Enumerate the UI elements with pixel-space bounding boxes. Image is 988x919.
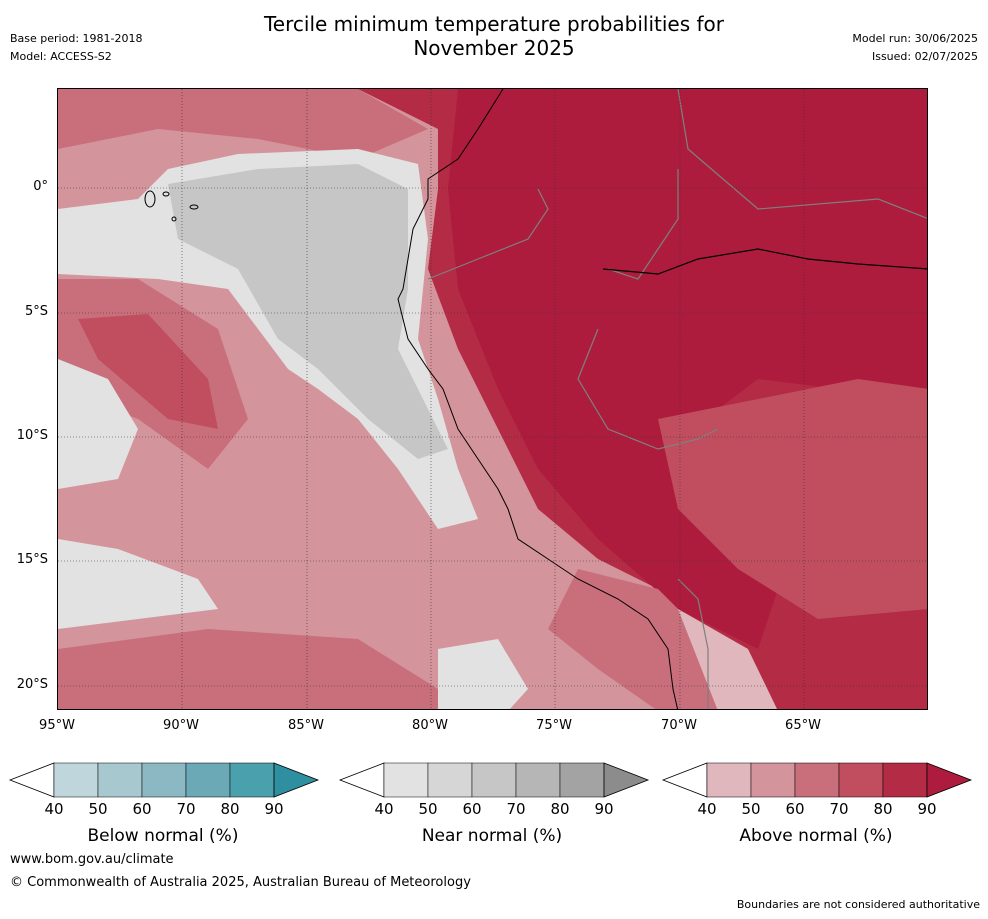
colorbar-tick-label: 90	[594, 800, 614, 818]
colorbar-tick-label: 70	[829, 800, 849, 818]
colorbar-segment	[706, 762, 752, 798]
coastline	[397, 89, 679, 709]
lon-tick-75w: 75°W	[536, 718, 572, 733]
map-svg	[58, 89, 927, 709]
colorbar-segment	[794, 762, 840, 798]
map-panel[interactable]	[57, 88, 928, 710]
footer-copyright: © Commonwealth of Australia 2025, Austra…	[10, 875, 471, 890]
lat-tick-10s: 10°S	[16, 428, 48, 443]
colorbar-tick-label: 40	[697, 800, 717, 818]
graticule	[58, 89, 927, 709]
land-above-90	[448, 89, 927, 649]
colorbar-low-extend	[661, 762, 708, 798]
colorbar-high-extend	[926, 762, 973, 798]
title-line-1: Tercile minimum temperature probabilitie…	[263, 12, 725, 36]
colorbar-above-normal	[661, 762, 973, 798]
galapagos-islands	[144, 190, 199, 222]
colorbar-high-extend	[603, 762, 650, 798]
meta-left: Base period: 1981-2018 Model: ACCESS-S2	[10, 30, 142, 66]
colorbar-tick-label: 80	[873, 800, 893, 818]
north-ocean-above-60	[58, 89, 428, 159]
colorbar-segment	[53, 762, 99, 798]
colorbar-segment	[97, 762, 143, 798]
colorbar-tick-label: 50	[741, 800, 761, 818]
colorbar-tick-label: 60	[785, 800, 805, 818]
south-ocean-above-60	[58, 629, 438, 709]
colorbar-segment	[750, 762, 796, 798]
amazon-river	[602, 248, 927, 275]
country-borders	[427, 89, 927, 709]
colorbar-tick-label: 60	[132, 800, 152, 818]
colorbar-segment	[559, 762, 605, 798]
lat-tick-0: 0°	[33, 179, 48, 194]
colorbar-segment	[185, 762, 231, 798]
lon-tick-95w: 95°W	[39, 718, 75, 733]
colorbars-svg	[8, 762, 973, 798]
chart-title: Tercile minimum temperature probabilitie…	[0, 12, 988, 60]
footer-disclaimer: Boundaries are not considered authoritat…	[736, 898, 980, 911]
colorbar-tick-label: 70	[506, 800, 526, 818]
colorbar-tick-label: 60	[462, 800, 482, 818]
colorbar-near-normal	[338, 762, 650, 798]
title-line-2: November 2025	[413, 36, 575, 60]
near-normal-south-patch	[438, 639, 528, 709]
lon-tick-65w: 65°W	[785, 718, 821, 733]
near-normal-southwest-patch	[58, 539, 218, 629]
colorbar-tick-label: 50	[418, 800, 438, 818]
model-name: Model: ACCESS-S2	[10, 50, 112, 63]
base-period: Base period: 1981-2018	[10, 32, 143, 45]
land-above-70-southeast	[658, 379, 927, 619]
colorbar-below-normal	[8, 762, 320, 798]
colorbar-high-extend	[273, 762, 320, 798]
colorbar-segment	[515, 762, 561, 798]
lon-tick-70w: 70°W	[661, 718, 697, 733]
colorbar-tick-label: 40	[44, 800, 64, 818]
colorbar-above-normal-title: Above normal (%)	[739, 826, 893, 846]
lat-tick-15s: 15°S	[16, 552, 48, 567]
lon-tick-85w: 85°W	[288, 718, 324, 733]
colorbar-low-extend	[338, 762, 385, 798]
lon-tick-80w: 80°W	[412, 718, 448, 733]
lon-tick-90w: 90°W	[163, 718, 199, 733]
colorbar-tick-label: 70	[176, 800, 196, 818]
west-ocean-above-70	[78, 314, 218, 429]
colorbar-tick-label: 80	[220, 800, 240, 818]
colorbar-tick-label: 80	[550, 800, 570, 818]
colorbar-tick-label: 40	[374, 800, 394, 818]
footer-url[interactable]: www.bom.gov.au/climate	[10, 852, 174, 867]
colorbar-segment	[383, 762, 429, 798]
altiplano-above-40	[678, 609, 778, 709]
model-run: Model run: 30/06/2025	[852, 32, 978, 45]
colorbar-segment	[141, 762, 187, 798]
colorbar-segment	[882, 762, 928, 798]
colorbar-tick-label: 90	[264, 800, 284, 818]
colorbar-segment	[838, 762, 884, 798]
colorbar-near-normal-title: Near normal (%)	[421, 826, 563, 846]
colorbar-low-extend	[8, 762, 55, 798]
lat-tick-20s: 20°S	[16, 677, 48, 692]
south-coast-above-60	[548, 569, 738, 709]
colorbar-segment	[427, 762, 473, 798]
colorbar-tick-label: 50	[88, 800, 108, 818]
near-normal-west-patch	[58, 359, 138, 489]
colorbar-tick-label: 90	[917, 800, 937, 818]
meta-right: Model run: 30/06/2025 Issued: 02/07/2025	[852, 30, 978, 66]
lat-tick-5s: 5°S	[24, 304, 48, 319]
near-normal-60-region	[168, 164, 448, 459]
colorbar-segment	[229, 762, 275, 798]
colorbar-below-normal-title: Below normal (%)	[87, 826, 239, 846]
issued-date: Issued: 02/07/2025	[871, 50, 978, 63]
colorbar-segment	[471, 762, 517, 798]
